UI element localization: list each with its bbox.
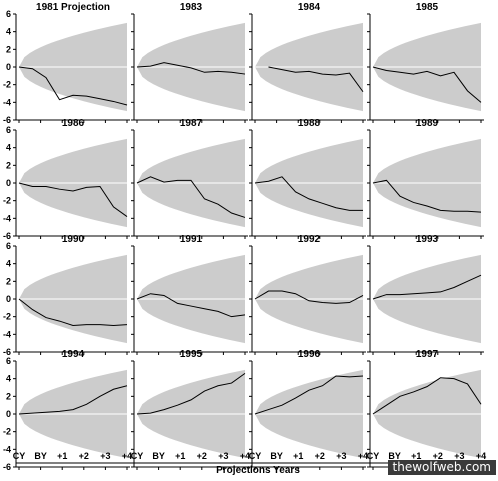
y-tick-label: -2 (3, 196, 11, 206)
y-tick-label: -4 (3, 97, 11, 107)
watermark: thewolfweb.com (387, 460, 496, 475)
x-tick-label: +4 (358, 451, 368, 461)
y-tick-label: -6 (3, 462, 11, 472)
panel-title: 1993 (416, 234, 439, 245)
panel-title: 1985 (416, 2, 439, 13)
x-tick-label: +1 (411, 451, 421, 461)
x-tick-label: +2 (197, 451, 207, 461)
panel-title: 1984 (298, 2, 321, 13)
x-tick-label: BY (270, 451, 283, 461)
x-tick-label: CY (367, 451, 380, 461)
panel-title: 1991 (180, 234, 203, 245)
y-tick-label: -4 (3, 329, 11, 339)
x-tick-label: CY (13, 451, 26, 461)
series-line (372, 179, 482, 213)
x-tick-label: +3 (100, 451, 110, 461)
y-tick-label: 0 (6, 409, 11, 419)
panel-title: 1987 (180, 118, 203, 129)
panel-title: 1995 (180, 349, 203, 360)
x-tick-label: +3 (454, 451, 464, 461)
series-line (372, 377, 482, 415)
panel-title: 1989 (416, 118, 439, 129)
y-tick-label: 0 (6, 294, 11, 304)
y-tick-label: 2 (6, 276, 11, 286)
y-tick-label: 2 (6, 160, 11, 170)
series-line (268, 66, 364, 93)
panel-title: 1992 (298, 234, 321, 245)
x-axis-label: Projections Years (216, 465, 300, 476)
y-tick-label: 2 (6, 44, 11, 54)
panel-title: 1986 (62, 118, 85, 129)
y-tick-label: 4 (6, 374, 11, 384)
y-tick-label: -4 (3, 213, 11, 223)
panel-title: 1990 (62, 234, 85, 245)
panel-title: 1994 (62, 349, 85, 360)
y-tick-label: -4 (3, 444, 11, 454)
y-tick-label: -6 (3, 115, 11, 125)
x-tick-label: +1 (57, 451, 67, 461)
y-tick-label: -2 (3, 427, 11, 437)
x-tick-label: +2 (433, 451, 443, 461)
y-tick-label: 4 (6, 259, 11, 269)
y-tick-label: 4 (6, 27, 11, 37)
panel-title: 1988 (298, 118, 321, 129)
x-tick-label: +2 (79, 451, 89, 461)
series-line (254, 290, 364, 304)
x-tick-label: BY (388, 451, 401, 461)
x-tick-label: +2 (315, 451, 325, 461)
x-tick-label: +1 (293, 451, 303, 461)
x-tick-label: CY (249, 451, 262, 461)
series-line (136, 176, 246, 218)
panel-title: 1997 (416, 349, 439, 360)
series-line (136, 62, 246, 75)
series-line (372, 66, 482, 103)
series-line (18, 66, 128, 106)
x-tick-label: +3 (336, 451, 346, 461)
x-tick-label: BY (34, 451, 47, 461)
series-line (136, 293, 246, 318)
y-tick-label: -2 (3, 80, 11, 90)
y-tick-label: -6 (3, 231, 11, 241)
x-tick-label: CY (131, 451, 144, 461)
series-line (372, 274, 482, 300)
y-tick-label: 2 (6, 391, 11, 401)
y-tick-label: 6 (6, 356, 11, 366)
y-tick-label: -6 (3, 347, 11, 357)
x-tick-label: +4 (122, 451, 132, 461)
y-tick-label: -2 (3, 312, 11, 322)
y-tick-label: 6 (6, 241, 11, 251)
x-tick-label: +4 (476, 451, 486, 461)
panel-title: 1983 (180, 2, 203, 13)
y-tick-label: 0 (6, 62, 11, 72)
y-tick-label: 4 (6, 143, 11, 153)
y-tick-label: 6 (6, 9, 11, 19)
series-line (18, 182, 128, 217)
x-tick-label: +3 (218, 451, 228, 461)
x-tick-label: BY (152, 451, 165, 461)
series-line (18, 298, 128, 327)
y-tick-label: 6 (6, 125, 11, 135)
panel-title: 1981 Projection (36, 2, 110, 13)
x-tick-label: +1 (175, 451, 185, 461)
series-line (136, 372, 246, 415)
series-line (254, 375, 364, 415)
panel-title: 1996 (298, 349, 321, 360)
series-line (254, 176, 363, 211)
series-line (18, 385, 128, 415)
x-tick-label: +4 (240, 451, 250, 461)
y-tick-label: 0 (6, 178, 11, 188)
